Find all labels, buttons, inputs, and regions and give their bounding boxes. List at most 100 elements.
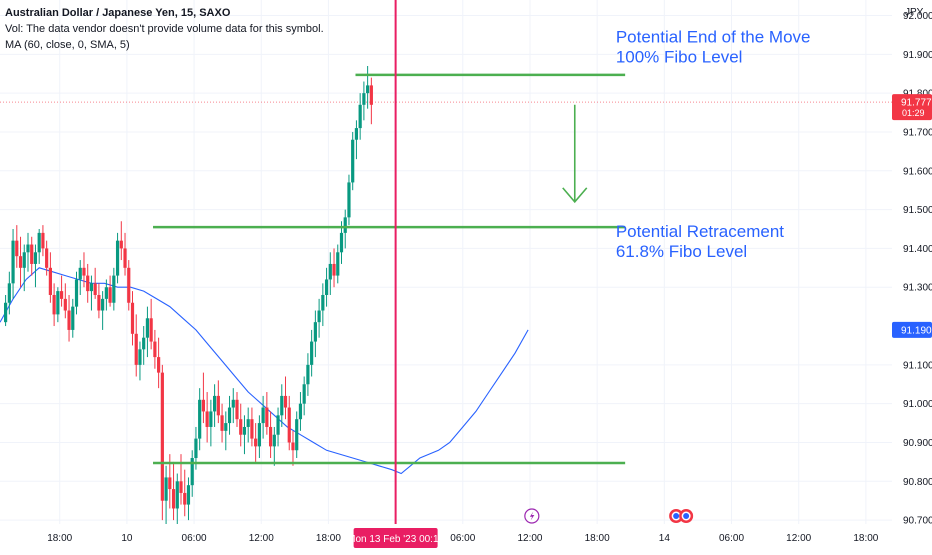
candle-body bbox=[272, 434, 276, 447]
candle-body bbox=[168, 477, 172, 490]
candle bbox=[164, 465, 168, 528]
candle bbox=[336, 244, 340, 284]
y-tick-label: 90.900 bbox=[903, 438, 932, 449]
candle bbox=[190, 450, 194, 497]
candle-body bbox=[205, 411, 209, 427]
candle-body bbox=[48, 267, 52, 295]
candle bbox=[313, 310, 317, 358]
chart-title: Australian Dollar / Japanese Yen, 15, SA… bbox=[5, 7, 231, 19]
flag-center bbox=[683, 513, 690, 519]
y-tick-label: 91.900 bbox=[903, 50, 932, 61]
ma-value-box bbox=[892, 321, 932, 338]
candle-body bbox=[45, 248, 49, 268]
candle-body bbox=[142, 337, 146, 350]
candle bbox=[201, 372, 206, 424]
candle-body bbox=[254, 438, 258, 447]
retracement-text: Potential Retracement 61.8% Fibo Level bbox=[616, 222, 784, 261]
candle-body bbox=[190, 458, 194, 486]
candle bbox=[179, 454, 183, 505]
candle bbox=[186, 477, 191, 521]
candle-body bbox=[295, 419, 299, 451]
candle-body bbox=[246, 419, 250, 427]
candle bbox=[257, 415, 261, 459]
candle-body bbox=[37, 232, 41, 253]
candle-body bbox=[89, 283, 94, 292]
retracement-text-line: Potential Retracement bbox=[616, 222, 784, 241]
candle bbox=[175, 473, 179, 524]
candle bbox=[89, 275, 94, 311]
x-tick-label: 06:00 bbox=[450, 533, 475, 544]
candle bbox=[145, 306, 150, 358]
candle bbox=[123, 232, 127, 276]
candle-body bbox=[3, 302, 8, 323]
candle-body bbox=[198, 399, 202, 439]
candle bbox=[254, 423, 258, 462]
candle-body bbox=[366, 85, 370, 94]
candle bbox=[86, 263, 90, 303]
x-tick-label: 06:00 bbox=[182, 533, 207, 544]
candle bbox=[138, 341, 142, 381]
retracement-text-line: 61.8% Fibo Level bbox=[616, 242, 747, 261]
candle-body bbox=[22, 252, 26, 268]
candle-body bbox=[164, 477, 168, 501]
x-tick-label: 12:00 bbox=[517, 533, 542, 544]
candle bbox=[56, 287, 60, 323]
candle-body bbox=[82, 267, 86, 276]
last-price-countdown: 01:29 bbox=[902, 108, 925, 118]
candle bbox=[67, 294, 71, 342]
candle-body bbox=[362, 93, 366, 105]
last-price-label: 91.777 bbox=[901, 98, 932, 109]
candle-body bbox=[261, 407, 265, 424]
candle-body bbox=[71, 306, 75, 330]
candle-body bbox=[183, 492, 187, 505]
end-of-move-text-line: 100% Fibo Level bbox=[616, 48, 743, 67]
candle-body bbox=[224, 423, 228, 431]
candle bbox=[265, 392, 269, 435]
candle bbox=[63, 283, 67, 319]
time-axis bbox=[0, 524, 932, 550]
x-tick-label: 18:00 bbox=[316, 533, 341, 544]
candle bbox=[280, 384, 284, 427]
candle-body bbox=[145, 318, 150, 338]
candle bbox=[74, 271, 79, 315]
candle bbox=[130, 291, 135, 346]
candle-body bbox=[160, 372, 164, 501]
candle-body bbox=[7, 283, 11, 303]
x-tick-label: 18:00 bbox=[47, 533, 72, 544]
candle-body bbox=[134, 333, 138, 365]
candle bbox=[18, 236, 23, 288]
arrow-head bbox=[562, 187, 588, 204]
candle bbox=[235, 392, 239, 427]
candle-body bbox=[358, 104, 362, 129]
candle-body bbox=[33, 252, 38, 264]
candle bbox=[104, 279, 108, 311]
candle-body bbox=[257, 423, 261, 447]
down-arrow-icon bbox=[562, 104, 588, 204]
candle bbox=[310, 329, 314, 377]
candle bbox=[15, 225, 19, 268]
candle-body bbox=[220, 415, 224, 431]
candle bbox=[22, 244, 26, 292]
candle bbox=[82, 252, 86, 288]
candle-body bbox=[93, 283, 97, 295]
candle bbox=[93, 267, 97, 299]
candle-body bbox=[149, 318, 153, 342]
candle-body bbox=[108, 287, 112, 303]
candle bbox=[328, 252, 332, 295]
candle bbox=[183, 469, 187, 517]
candle bbox=[347, 174, 351, 226]
candle-body bbox=[306, 364, 310, 385]
candle-body bbox=[302, 384, 306, 404]
candle bbox=[246, 407, 250, 443]
candle bbox=[37, 229, 41, 264]
candle bbox=[276, 407, 280, 447]
volume-info-line: Vol: The data vendor doesn't provide vol… bbox=[5, 23, 324, 35]
candle-body bbox=[157, 357, 161, 373]
candle-body bbox=[298, 403, 303, 420]
candle bbox=[213, 384, 217, 427]
candle-body bbox=[59, 291, 64, 299]
y-tick-label: 91.000 bbox=[903, 399, 932, 410]
candle-body bbox=[276, 415, 280, 435]
